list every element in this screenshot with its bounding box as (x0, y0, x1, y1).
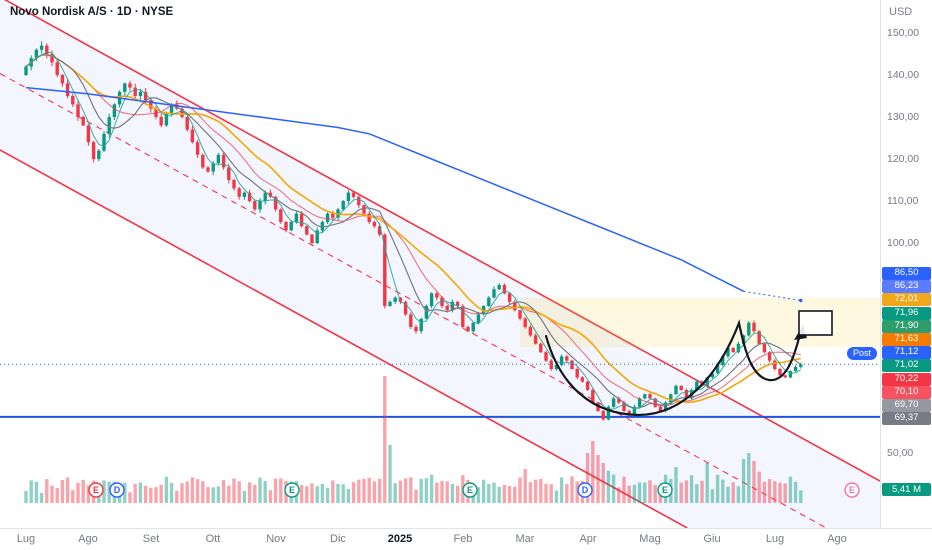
svg-text:E: E (93, 485, 99, 495)
price-label-chip: 71,63 (882, 333, 931, 346)
price-tick: 130,00 (887, 111, 920, 123)
price-label-chip: 71,96 (882, 307, 931, 320)
price-axis[interactable]: USD 150,00 140,00 130,00 120,00 110,00 100,00… (880, 0, 932, 528)
earnings-upcoming-badge[interactable]: E (844, 482, 860, 498)
svg-text:E: E (467, 485, 473, 495)
price-tick: 110,00 (887, 195, 919, 207)
earnings-badge[interactable]: E (657, 482, 673, 498)
svg-text:E: E (849, 485, 855, 495)
month-label: Mar (515, 533, 535, 545)
svg-text:E: E (662, 485, 668, 495)
price-tick: 50,00 (887, 447, 914, 459)
price-tick: 120,00 (887, 153, 920, 165)
month-label: Ott (205, 533, 221, 545)
price-label-chip: 86,23 (882, 280, 931, 293)
month-label: Apr (579, 533, 597, 545)
earnings-badge[interactable]: E (284, 482, 300, 498)
currency-label: USD (889, 6, 913, 18)
price-label-chip: 86,50 (882, 267, 931, 280)
month-label: Giu (703, 533, 721, 545)
trend-channel[interactable] (0, 0, 880, 528)
ma-200-line (25, 86, 744, 292)
svg-text:D: D (114, 485, 121, 495)
earnings-badge[interactable]: E (88, 482, 104, 498)
month-label: Set (142, 533, 160, 545)
price-label-chip: 69,70 (882, 399, 931, 412)
month-label: Ago (827, 533, 847, 545)
price-label-chip: 69,37 (882, 412, 931, 425)
price-tick: 100,00 (887, 237, 920, 249)
month-label: Feb (453, 533, 473, 545)
volume-value-chip: 5,41 M (882, 483, 931, 496)
svg-text:D: D (582, 485, 589, 495)
price-label-chip: 71,12 (882, 346, 931, 359)
svg-text:E: E (289, 485, 295, 495)
price-tick: 140,00 (887, 69, 920, 81)
price-chart-pane[interactable]: E D E E D E E Novo Nordisk A/S · 1D · NYSE (0, 0, 880, 528)
price-label-chip: 72,01 (882, 293, 931, 306)
dividend-badge[interactable]: D (577, 482, 593, 498)
cup-handle-drawing[interactable] (544, 310, 833, 417)
target-box-drawing[interactable] (798, 310, 833, 336)
symbol-title[interactable]: Novo Nordisk A/S · 1D · NYSE (10, 6, 174, 18)
post-session-chip: Post (847, 347, 877, 360)
price-label-chip: 71,02 (882, 359, 931, 372)
month-label: Dic (330, 533, 346, 545)
earnings-badge[interactable]: E (462, 482, 478, 498)
month-label: Nov (266, 533, 286, 545)
month-label: Mag (639, 533, 661, 545)
month-label: Lug (765, 533, 785, 545)
ma-lines (25, 51, 803, 411)
price-tick: 150,00 (887, 27, 920, 39)
month-label: Ago (78, 533, 98, 545)
price-label-chip: 71,90 (882, 320, 931, 333)
month-label: 2025 (387, 533, 413, 545)
month-label: Lug (16, 533, 36, 545)
dividend-badge[interactable]: D (109, 482, 125, 498)
price-label-chip: 70,22 (882, 373, 931, 386)
price-label-chip: 70,10 (882, 386, 931, 399)
time-axis[interactable]: Lug Ago Set Ott Nov Dic 2025 Feb Mar Apr Mag Giu Lug… (0, 528, 932, 550)
